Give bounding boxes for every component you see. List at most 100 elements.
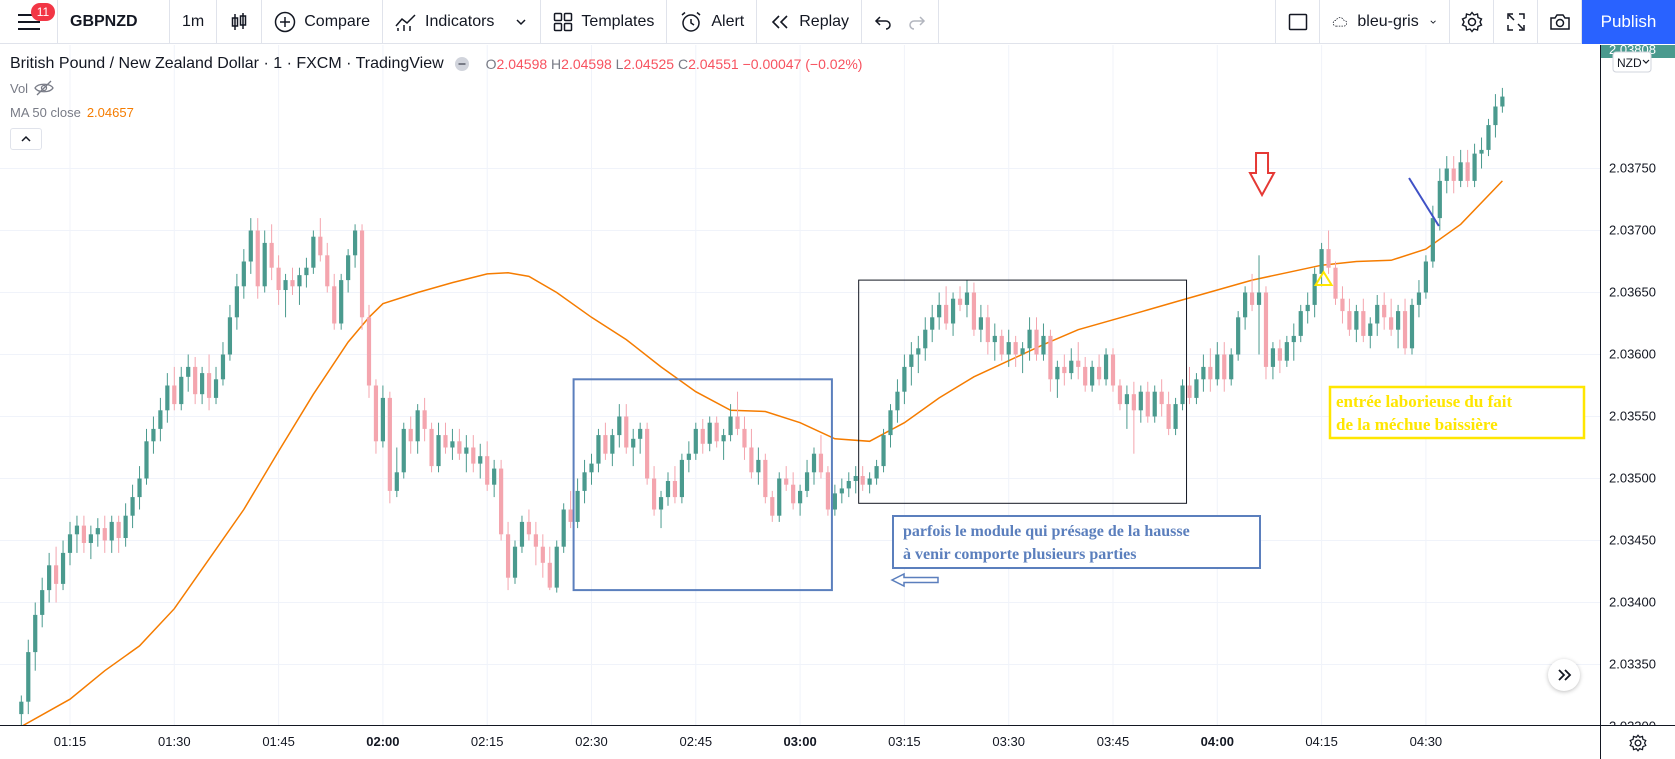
series-legend-row[interactable]: British Pound / New Zealand Dollar · 1 ·… [10, 52, 862, 76]
compare-button[interactable]: Compare [262, 0, 384, 44]
undo-icon[interactable] [874, 14, 892, 30]
candle [478, 443, 483, 479]
gear-icon [1629, 733, 1647, 752]
candle [707, 416, 712, 452]
candle-body [33, 614, 38, 653]
ma-legend-row[interactable]: MA 50 close 2.04657 [10, 100, 862, 124]
candle [206, 354, 212, 411]
candle-body [679, 459, 684, 498]
settings-button[interactable] [1450, 0, 1494, 44]
candle-body [373, 385, 379, 442]
candle-body [492, 468, 497, 485]
candle-body [1117, 385, 1123, 405]
candle [81, 515, 87, 553]
layout-select-button[interactable] [1276, 0, 1320, 44]
time-tick-label: 02:15 [471, 734, 504, 749]
fullscreen-button[interactable] [1494, 0, 1538, 44]
candle [332, 273, 337, 330]
candle-body [325, 255, 330, 287]
candle [165, 373, 170, 423]
candle-body [200, 373, 205, 395]
candle-body [930, 317, 935, 330]
candle [401, 422, 406, 479]
candle-body [262, 242, 267, 287]
candle [373, 379, 379, 454]
candle-body [1437, 180, 1442, 219]
chart-type-button[interactable] [217, 0, 263, 44]
candle-body [1103, 354, 1109, 380]
volume-label: Vol [10, 80, 29, 96]
candle [262, 230, 267, 293]
symbol-search-button[interactable]: GBPNZD [58, 0, 170, 44]
candle [1382, 292, 1387, 330]
candle-body [791, 484, 796, 504]
candle [1277, 339, 1282, 374]
currency-label: NZD [1617, 56, 1642, 70]
candles-icon [231, 13, 247, 30]
candle-body [846, 480, 851, 489]
price-tick-label: 2.03700 [1609, 223, 1656, 238]
time-axis[interactable]: 01:15 01:30 01:45 02:00 02:15 02:30 02:45 03:00… [0, 725, 1600, 759]
candle [909, 342, 914, 386]
candle [867, 472, 872, 494]
alert-button[interactable]: Alert [667, 0, 758, 44]
snapshot-button[interactable] [1538, 0, 1582, 44]
interval-button[interactable]: 1m [170, 0, 218, 44]
candle-body [415, 410, 420, 442]
candle-body [40, 590, 45, 615]
square-layout-icon [1288, 13, 1307, 31]
candle-body [804, 472, 810, 491]
candle-body [137, 478, 142, 498]
candle-body [366, 317, 372, 386]
chart-pane[interactable]: parfois le module qui présage de la haus… [0, 45, 1600, 733]
axis-settings-button[interactable] [1600, 725, 1675, 759]
chevron-down-icon[interactable] [514, 15, 528, 29]
candle [665, 472, 671, 506]
candle-body [352, 230, 358, 256]
candle-body [818, 453, 824, 473]
yellow-note-line: de la méchue baissière [1336, 415, 1498, 434]
eye-crossed-icon[interactable] [34, 80, 54, 96]
candle [464, 435, 469, 473]
candle-body [1062, 366, 1067, 374]
candle [1472, 143, 1477, 188]
main-menu-button[interactable]: 11 [0, 0, 58, 44]
candle [193, 356, 198, 405]
legend-collapse-button[interactable] [10, 128, 42, 150]
fullscreen-icon [1506, 13, 1525, 31]
candle [269, 224, 274, 281]
candle [763, 453, 768, 504]
candle [533, 521, 538, 566]
candle [686, 441, 691, 473]
candle [1131, 381, 1136, 454]
candle [714, 416, 719, 448]
saved-layout-button[interactable]: bleu-gris [1320, 0, 1450, 44]
candle [1076, 342, 1081, 380]
candle [109, 515, 114, 553]
scroll-to-realtime-button[interactable] [1548, 659, 1580, 691]
candle-body [554, 546, 559, 588]
price-chart[interactable]: parfois le module qui présage de la haus… [0, 45, 1600, 733]
publish-button[interactable]: Publish [1582, 0, 1675, 44]
price-axis[interactable]: 2.03750 2.03700 2.03650 2.03600 2.03550 2.035… [1600, 41, 1675, 734]
volume-legend-row[interactable]: Vol [10, 76, 862, 100]
candle [589, 453, 594, 485]
candle [1416, 280, 1422, 318]
templates-button[interactable]: Templates [541, 0, 668, 44]
candle-body [1020, 348, 1025, 355]
candle-body [1222, 354, 1227, 380]
candle-body [318, 236, 323, 256]
replay-button[interactable]: Replay [757, 0, 863, 44]
indicators-button[interactable]: Indicators [383, 0, 542, 44]
candle-body [1416, 292, 1422, 305]
candle-body [881, 435, 886, 467]
candle [1215, 342, 1220, 386]
candle [47, 552, 52, 603]
camera-icon [1549, 14, 1570, 30]
candle-body [450, 441, 455, 448]
candle [1263, 286, 1269, 380]
top-toolbar: 11 GBPNZD 1m Compare Indicators Template… [0, 0, 1675, 44]
candle-body [1110, 354, 1116, 386]
redo-icon[interactable] [908, 14, 926, 30]
candle-body [1326, 249, 1331, 268]
